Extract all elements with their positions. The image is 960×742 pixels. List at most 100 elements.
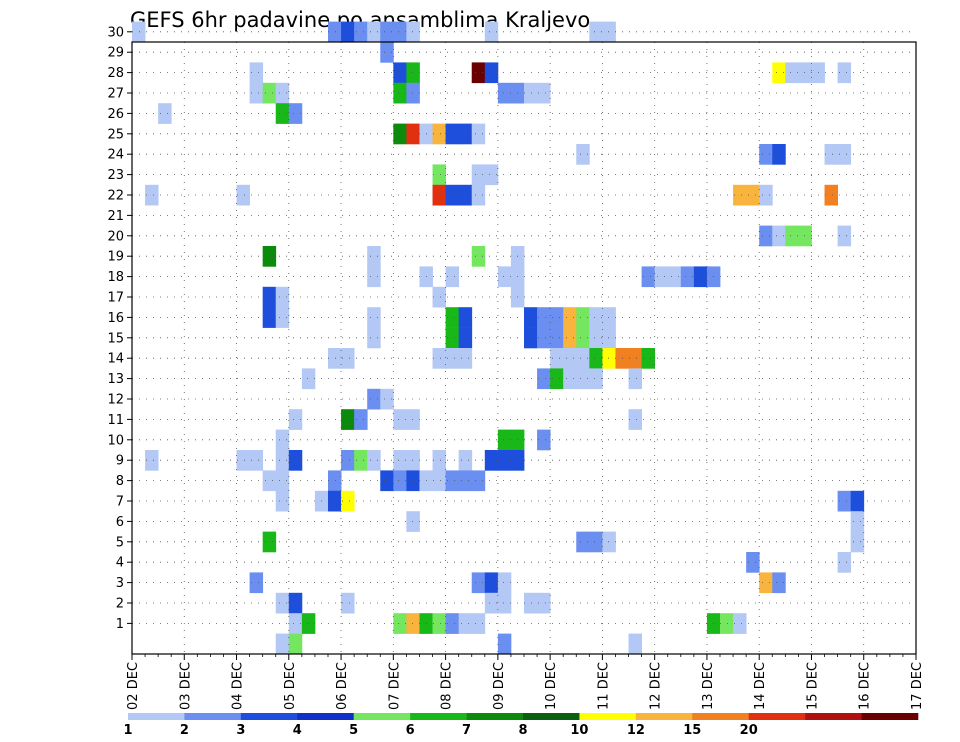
- ensemble-cell: [458, 327, 473, 349]
- ensemble-cell: [850, 490, 865, 512]
- ensemble-cell: [275, 307, 290, 328]
- ensemble-cell: [341, 348, 355, 369]
- ensemble-cell: [367, 266, 381, 288]
- x-tick-label: 16 DEC: [858, 662, 873, 710]
- ensemble-cell: [458, 307, 473, 328]
- ensemble-cell: [328, 348, 342, 369]
- ensemble-cell: [145, 184, 159, 206]
- ensemble-cell: [785, 62, 799, 84]
- ensemble-cell: [275, 450, 290, 471]
- ensemble-cell: [602, 21, 616, 43]
- colorbar-swatch: [748, 713, 806, 720]
- ensemble-cell: [458, 348, 473, 369]
- ensemble-cell: [432, 613, 446, 634]
- ensemble-cell: [746, 184, 760, 206]
- ensemble-cell: [563, 348, 577, 369]
- ensemble-cell: [393, 450, 407, 471]
- ensemble-cell: [445, 184, 460, 206]
- ensemble-cell: [628, 633, 642, 655]
- ensemble-cell: [354, 450, 368, 471]
- y-tick-label: 3: [116, 576, 124, 591]
- y-tick-label: 25: [107, 127, 124, 142]
- ensemble-cell: [497, 82, 512, 104]
- ensemble-cell: [537, 327, 551, 349]
- ensemble-cell: [550, 327, 564, 349]
- ensemble-cell: [576, 327, 590, 349]
- ensemble-cell: [759, 184, 773, 206]
- ensemble-cell: [576, 348, 590, 369]
- colorbar-label: 6: [406, 723, 415, 738]
- colorbar-swatch: [579, 713, 637, 720]
- ensemble-cell: [667, 266, 682, 288]
- ensemble-cell: [275, 286, 290, 308]
- ensemble-cell: [328, 490, 342, 512]
- ensemble-cell: [785, 225, 799, 247]
- ensemble-cell: [288, 103, 303, 124]
- colorbar-swatch: [523, 713, 580, 720]
- y-tick-label: 12: [107, 393, 124, 408]
- y-tick-label: 26: [107, 107, 124, 122]
- x-tick-label: 02 DEC: [126, 662, 141, 710]
- colorbar-swatch: [635, 713, 693, 720]
- colorbar-swatch: [240, 713, 298, 720]
- ensemble-cell: [602, 327, 616, 349]
- colorbar-legend: 1 2 3 4 5 6 7 8 10 12 15 20: [123, 713, 919, 738]
- y-tick-label: 18: [107, 270, 124, 285]
- ensemble-cell: [288, 613, 303, 634]
- ensemble-cell: [288, 592, 303, 614]
- ensemble-cell: [497, 572, 512, 594]
- ensemble-cell: [275, 633, 290, 655]
- y-tick-label: 4: [116, 556, 124, 571]
- y-tick-label: 14: [107, 352, 124, 367]
- ensemble-cell: [367, 246, 381, 267]
- ensemble-cell: [484, 572, 499, 594]
- ensemble-cell: [772, 62, 786, 84]
- ensemble-cell: [497, 429, 512, 451]
- ensemble-cell: [354, 21, 368, 43]
- colorbar-label: 12: [627, 723, 645, 738]
- ensemble-cell: [406, 62, 420, 84]
- x-tick-label: 05 DEC: [283, 662, 298, 710]
- ensemble-cell: [393, 21, 407, 43]
- ensemble-cell: [275, 470, 290, 492]
- y-tick-label: 2: [116, 597, 124, 612]
- y-tick-label: 7: [116, 495, 124, 510]
- x-tick-label: 08 DEC: [440, 662, 455, 710]
- x-axis-ticks: 02 DEC 03 DEC 04 DEC 05 DEC 06 DEC 07 DEC 08 D…: [126, 654, 925, 710]
- ensemble-cell: [589, 307, 603, 328]
- ensemble-cell: [328, 21, 342, 43]
- ensemble-cell: [145, 450, 159, 471]
- ensemble-cell: [471, 123, 486, 145]
- ensemble-cell: [550, 307, 564, 328]
- ensemble-cell: [406, 511, 420, 532]
- colorbar-label: 15: [683, 723, 701, 738]
- y-tick-label: 21: [107, 209, 124, 224]
- y-tick-label: 27: [107, 87, 124, 102]
- ensemble-cell: [576, 144, 590, 165]
- ensemble-cell: [328, 470, 342, 492]
- ensemble-cell: [445, 470, 460, 492]
- ensemble-cell: [589, 368, 603, 390]
- ensemble-cell: [367, 450, 381, 471]
- ensemble-cell: [406, 21, 420, 43]
- ensemble-cell: [367, 388, 381, 410]
- y-tick-label: 17: [107, 291, 124, 306]
- ensemble-cell: [850, 511, 865, 532]
- ensemble-cell: [458, 470, 473, 492]
- ensemble-cell: [550, 348, 564, 369]
- ensemble-cell: [471, 184, 486, 206]
- colorbar-swatch: [184, 713, 242, 720]
- ensemble-cell: [249, 62, 264, 84]
- ensemble-cell: [301, 613, 316, 634]
- ensemble-cell: [341, 21, 355, 43]
- ensemble-cell: [497, 450, 512, 471]
- ensemble-cell: [288, 633, 303, 655]
- ensemble-cell: [537, 368, 551, 390]
- x-tick-label: 17 DEC: [910, 662, 925, 710]
- grid-lines: [132, 31, 916, 654]
- y-tick-label: 29: [107, 46, 124, 61]
- ensemble-cell: [602, 307, 616, 328]
- ensemble-cell: [471, 164, 486, 186]
- ensemble-cell: [445, 266, 460, 288]
- y-tick-label: 5: [116, 535, 124, 550]
